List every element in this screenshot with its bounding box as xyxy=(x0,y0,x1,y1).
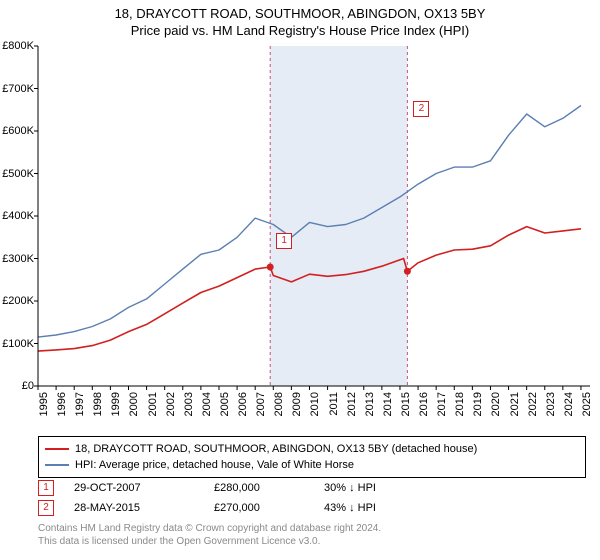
x-tick-label: 2003 xyxy=(183,392,195,432)
footer-line1: Contains HM Land Registry data © Crown c… xyxy=(38,522,586,535)
footer-line2: This data is licensed under the Open Gov… xyxy=(38,535,586,548)
y-tick-label: £200K xyxy=(0,295,34,307)
x-tick-label: 1998 xyxy=(92,392,104,432)
x-tick-label: 2016 xyxy=(418,392,430,432)
y-tick-label: £300K xyxy=(0,253,34,265)
sales-row-2: 2 28-MAY-2015 £270,000 43% ↓ HPI xyxy=(38,498,586,518)
x-tick-label: 2019 xyxy=(472,392,484,432)
sale-marker-1: 1 xyxy=(38,480,54,496)
chart-sale-marker: 1 xyxy=(276,233,292,249)
x-tick-label: 2017 xyxy=(436,392,448,432)
y-tick-label: £100K xyxy=(0,338,34,350)
x-tick-label: 1996 xyxy=(56,392,68,432)
x-tick-label: 2022 xyxy=(527,392,539,432)
chart-svg xyxy=(38,46,590,386)
title-address: 18, DRAYCOTT ROAD, SOUTHMOOR, ABINGDON, … xyxy=(0,6,600,21)
x-tick-label: 1995 xyxy=(38,392,50,432)
x-tick-label: 2009 xyxy=(291,392,303,432)
y-tick-label: £500K xyxy=(0,168,34,180)
legend-label-property: 18, DRAYCOTT ROAD, SOUTHMOOR, ABINGDON, … xyxy=(75,441,477,457)
x-tick-label: 2012 xyxy=(346,392,358,432)
sale-price-2: £270,000 xyxy=(214,502,324,514)
y-tick-label: £0 xyxy=(0,380,34,392)
x-tick-label: 1997 xyxy=(74,392,86,432)
x-tick-label: 2013 xyxy=(364,392,376,432)
sales-row-1: 1 29-OCT-2007 £280,000 30% ↓ HPI xyxy=(38,478,586,498)
x-tick-label: 2024 xyxy=(563,392,575,432)
x-tick-label: 2010 xyxy=(309,392,321,432)
sale-date-2: 28-MAY-2015 xyxy=(74,502,214,514)
sale-price-1: £280,000 xyxy=(214,482,324,494)
x-tick-label: 2002 xyxy=(165,392,177,432)
chart-sale-marker: 2 xyxy=(413,101,429,117)
x-tick-label: 2025 xyxy=(581,392,593,432)
x-tick-label: 2018 xyxy=(454,392,466,432)
footer-attribution: Contains HM Land Registry data © Crown c… xyxy=(38,522,586,548)
x-tick-label: 2020 xyxy=(490,392,502,432)
y-tick-label: £800K xyxy=(0,40,34,52)
sale-delta-1: 30% ↓ HPI xyxy=(324,482,376,494)
x-tick-label: 2015 xyxy=(400,392,412,432)
sale-delta-2: 43% ↓ HPI xyxy=(324,502,376,514)
x-tick-label: 2004 xyxy=(201,392,213,432)
y-tick-label: £700K xyxy=(0,83,34,95)
x-tick-label: 2005 xyxy=(219,392,231,432)
legend-swatch-hpi xyxy=(45,464,69,466)
legend-label-hpi: HPI: Average price, detached house, Vale… xyxy=(75,457,354,473)
legend-swatch-property xyxy=(45,448,69,450)
x-tick-label: 2008 xyxy=(273,392,285,432)
y-tick-label: £400K xyxy=(0,210,34,222)
x-tick-label: 2000 xyxy=(128,392,140,432)
figure-root: 18, DRAYCOTT ROAD, SOUTHMOOR, ABINGDON, … xyxy=(0,0,600,560)
x-tick-label: 2023 xyxy=(545,392,557,432)
y-tick-label: £600K xyxy=(0,125,34,137)
title-subtitle: Price paid vs. HM Land Registry's House … xyxy=(0,23,600,38)
sale-marker-2: 2 xyxy=(38,500,54,516)
legend-row-hpi: HPI: Average price, detached house, Vale… xyxy=(45,457,579,473)
chart-area: £0£100K£200K£300K£400K£500K£600K£700K£80… xyxy=(38,46,590,386)
legend-row-property: 18, DRAYCOTT ROAD, SOUTHMOOR, ABINGDON, … xyxy=(45,441,579,457)
x-tick-label: 2014 xyxy=(382,392,394,432)
legend-box: 18, DRAYCOTT ROAD, SOUTHMOOR, ABINGDON, … xyxy=(38,436,586,478)
x-tick-label: 2007 xyxy=(255,392,267,432)
sale-date-1: 29-OCT-2007 xyxy=(74,482,214,494)
sales-table: 1 29-OCT-2007 £280,000 30% ↓ HPI 2 28-MA… xyxy=(38,478,586,518)
x-tick-label: 2006 xyxy=(237,392,249,432)
x-tick-label: 1999 xyxy=(110,392,122,432)
title-block: 18, DRAYCOTT ROAD, SOUTHMOOR, ABINGDON, … xyxy=(0,0,600,38)
x-tick-label: 2011 xyxy=(328,392,340,432)
x-tick-label: 2021 xyxy=(509,392,521,432)
x-tick-label: 2001 xyxy=(147,392,159,432)
